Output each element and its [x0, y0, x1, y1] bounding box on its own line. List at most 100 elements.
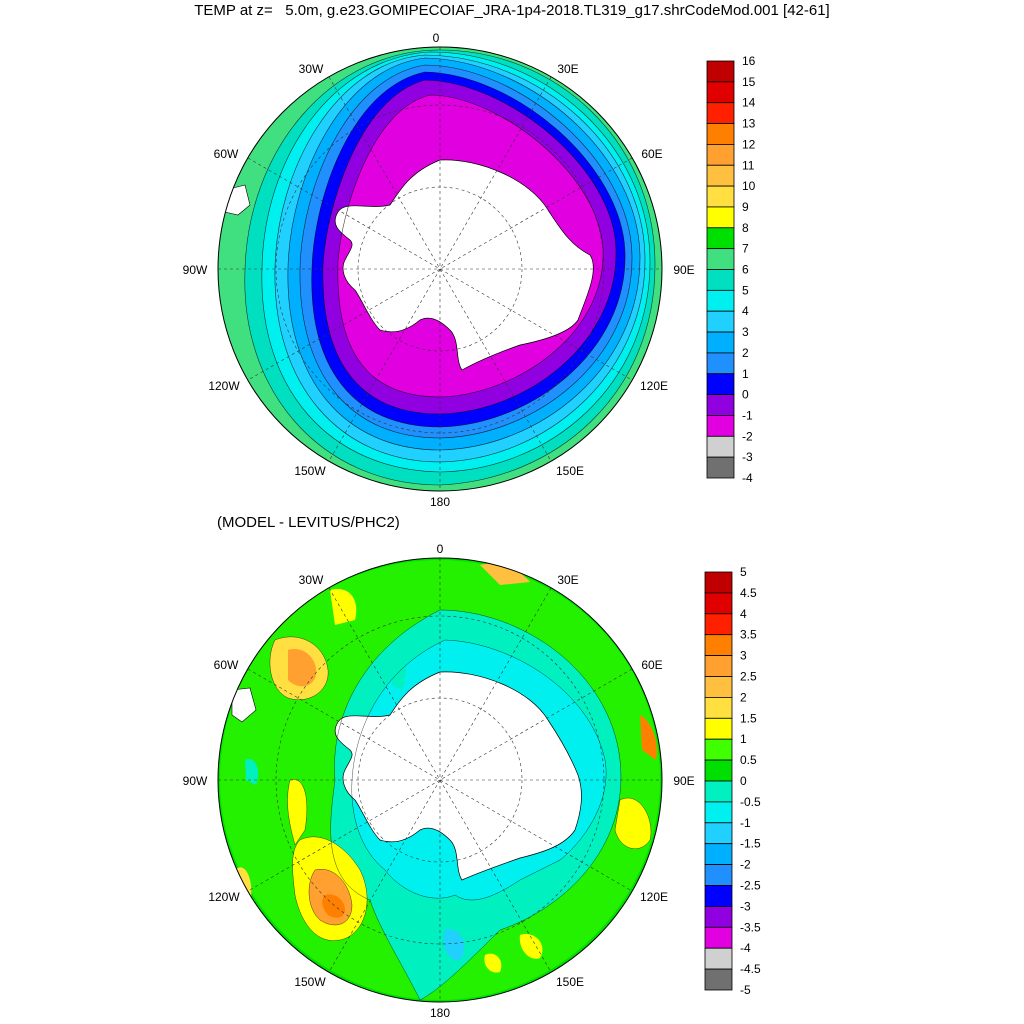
colorbar-top-swatch [706, 164, 735, 187]
colorbar-bottom-label: 5 [740, 565, 747, 579]
colorbar-bottom-swatch [704, 717, 733, 740]
colorbar-bottom-swatch [704, 906, 733, 928]
colorbar-bottom-label: 0.5 [740, 753, 757, 767]
colorbar-top-label: 9 [742, 200, 749, 214]
top-label-60e: 60E [641, 147, 662, 161]
bottom-label-120e: 120E [640, 890, 668, 904]
bottom-map-lon-labels: 0 30E 60E 90E 120E 150E 180 150W 120W 90… [183, 542, 695, 1020]
bottom-label-150w: 150W [294, 975, 326, 989]
colorbar-top-swatch [706, 373, 735, 396]
colorbar-top-label: 5 [742, 283, 749, 297]
colorbar-top-swatch [706, 394, 735, 416]
top-label-90e: 90E [673, 263, 694, 277]
colorbar-top-swatch [706, 143, 735, 166]
colorbar-bottom-label: -1.5 [740, 837, 761, 851]
colorbar-bottom-swatch [704, 697, 733, 719]
colorbar-bottom-swatch [704, 822, 733, 845]
colorbar-top-label: -4 [742, 471, 753, 485]
top-label-150w: 150W [294, 464, 326, 478]
colorbar-top-swatch [706, 269, 735, 291]
colorbar-bottom-swatch [704, 885, 733, 907]
colorbar-bottom-label: -3 [740, 899, 751, 913]
colorbar-bottom-label: -0.5 [740, 795, 761, 809]
colorbar-top-swatch [706, 435, 735, 458]
colorbar-top-label: 2 [742, 346, 749, 360]
colorbar-top-label: 1 [742, 367, 749, 381]
top-label-0: 0 [433, 31, 440, 45]
top-label-60w: 60W [214, 147, 239, 161]
colorbar-bottom-swatch [704, 676, 733, 698]
colorbar-top-swatch [706, 227, 735, 250]
colorbar-top-swatch [706, 456, 735, 479]
colorbar-top-swatch [706, 206, 735, 229]
colorbar-top-swatch [706, 289, 735, 312]
colorbar-top-label: 15 [742, 75, 756, 89]
colorbar-bottom-label: 2.5 [740, 670, 757, 684]
antarctica-land-top [334, 159, 594, 371]
colorbar-bottom-label: 2 [740, 690, 747, 704]
colorbar-bottom-swatch [704, 571, 733, 594]
colorbar-bottom-swatch [704, 613, 733, 636]
top-label-180: 180 [430, 495, 450, 509]
colorbar-top-swatch [706, 352, 735, 375]
colorbar-bottom-label: 3.5 [740, 628, 757, 642]
bottom-map-border [217, 557, 663, 1003]
top-label-30e: 30E [557, 62, 578, 76]
colorbar-top-label: 12 [742, 137, 756, 151]
plot-title: TEMP at z= 5.0m, g.e23.GOMIPECOIAF_JRA-1… [194, 2, 830, 19]
colorbar-top-swatch [706, 60, 735, 83]
colorbar-bottom-label: 1.5 [740, 711, 757, 725]
colorbar-top-label: 6 [742, 263, 749, 277]
colorbar-top-swatch [706, 248, 735, 270]
colorbar-bottom-swatch [704, 926, 733, 949]
colorbar-bottom-label: -4 [740, 941, 751, 955]
colorbar-top-label: 10 [742, 179, 756, 193]
bottom-label-90e: 90E [673, 774, 694, 788]
colorbar-bottom-swatch [704, 864, 733, 886]
colorbar-bottom-swatch [704, 968, 733, 991]
colorbar-bottom-swatch [704, 759, 733, 782]
bottom-label-180: 180 [430, 1006, 450, 1020]
colorbar-top-label: 3 [742, 325, 749, 339]
colorbar-top-label: 0 [742, 388, 749, 402]
bottom-label-30w: 30W [299, 573, 324, 587]
top-map-lon-labels: 0 30E 60E 90E 120E 150E 180 150W 120W 90… [183, 31, 695, 509]
bottom-label-60w: 60W [214, 658, 239, 672]
colorbar-top-label: 16 [742, 54, 756, 68]
colorbar-bottom-swatch [704, 655, 733, 677]
colorbar-bottom-label: 3 [740, 649, 747, 663]
colorbar-top-label: 14 [742, 96, 756, 110]
top-label-30w: 30W [299, 62, 324, 76]
bottom-label-30e: 30E [557, 573, 578, 587]
bottom-map [218, 558, 662, 1002]
colorbar-bottom-swatch [704, 780, 733, 803]
colorbar-bottom-label: -5 [740, 983, 751, 997]
colorbar-bottom-label: -2.5 [740, 879, 761, 893]
colorbar-top-label: -3 [742, 450, 753, 464]
colorbar-bottom-label: 1 [740, 732, 747, 746]
colorbar-bottom: 5 4.5 4 3.5 3 2.5 2 1.5 1 0.5 0 -0.5 -1 -1.5 -2 -2.5 -3 -… [704, 565, 761, 997]
top-label-150e: 150E [556, 464, 584, 478]
top-label-90w: 90W [183, 263, 208, 277]
colorbar-top-label: -2 [742, 429, 753, 443]
colorbar-top-swatch [706, 331, 735, 354]
difference-subtitle: (MODEL - LEVITUS/PHC2) [217, 514, 400, 531]
colorbar-bottom-swatch [704, 843, 733, 866]
bottom-label-0: 0 [437, 542, 444, 556]
colorbar-top-swatch [706, 185, 735, 208]
bottom-label-120w: 120W [208, 890, 240, 904]
colorbar-top-swatch [706, 123, 735, 145]
colorbar-top-label: 4 [742, 304, 749, 318]
bottom-label-150e: 150E [556, 975, 584, 989]
colorbar-bottom-label: 4 [740, 607, 747, 621]
colorbar-bottom-swatch [704, 801, 733, 824]
colorbar-bottom-swatch [704, 738, 733, 761]
colorbar-top-swatch [706, 415, 735, 437]
colorbar-top-label: 8 [742, 221, 749, 235]
colorbar-bottom-label: -4.5 [740, 962, 761, 976]
colorbar-bottom-swatch [704, 634, 733, 657]
top-label-120w: 120W [208, 379, 240, 393]
colorbar-bottom-label: 4.5 [740, 586, 757, 600]
colorbar-bottom-label: -3.5 [740, 920, 761, 934]
